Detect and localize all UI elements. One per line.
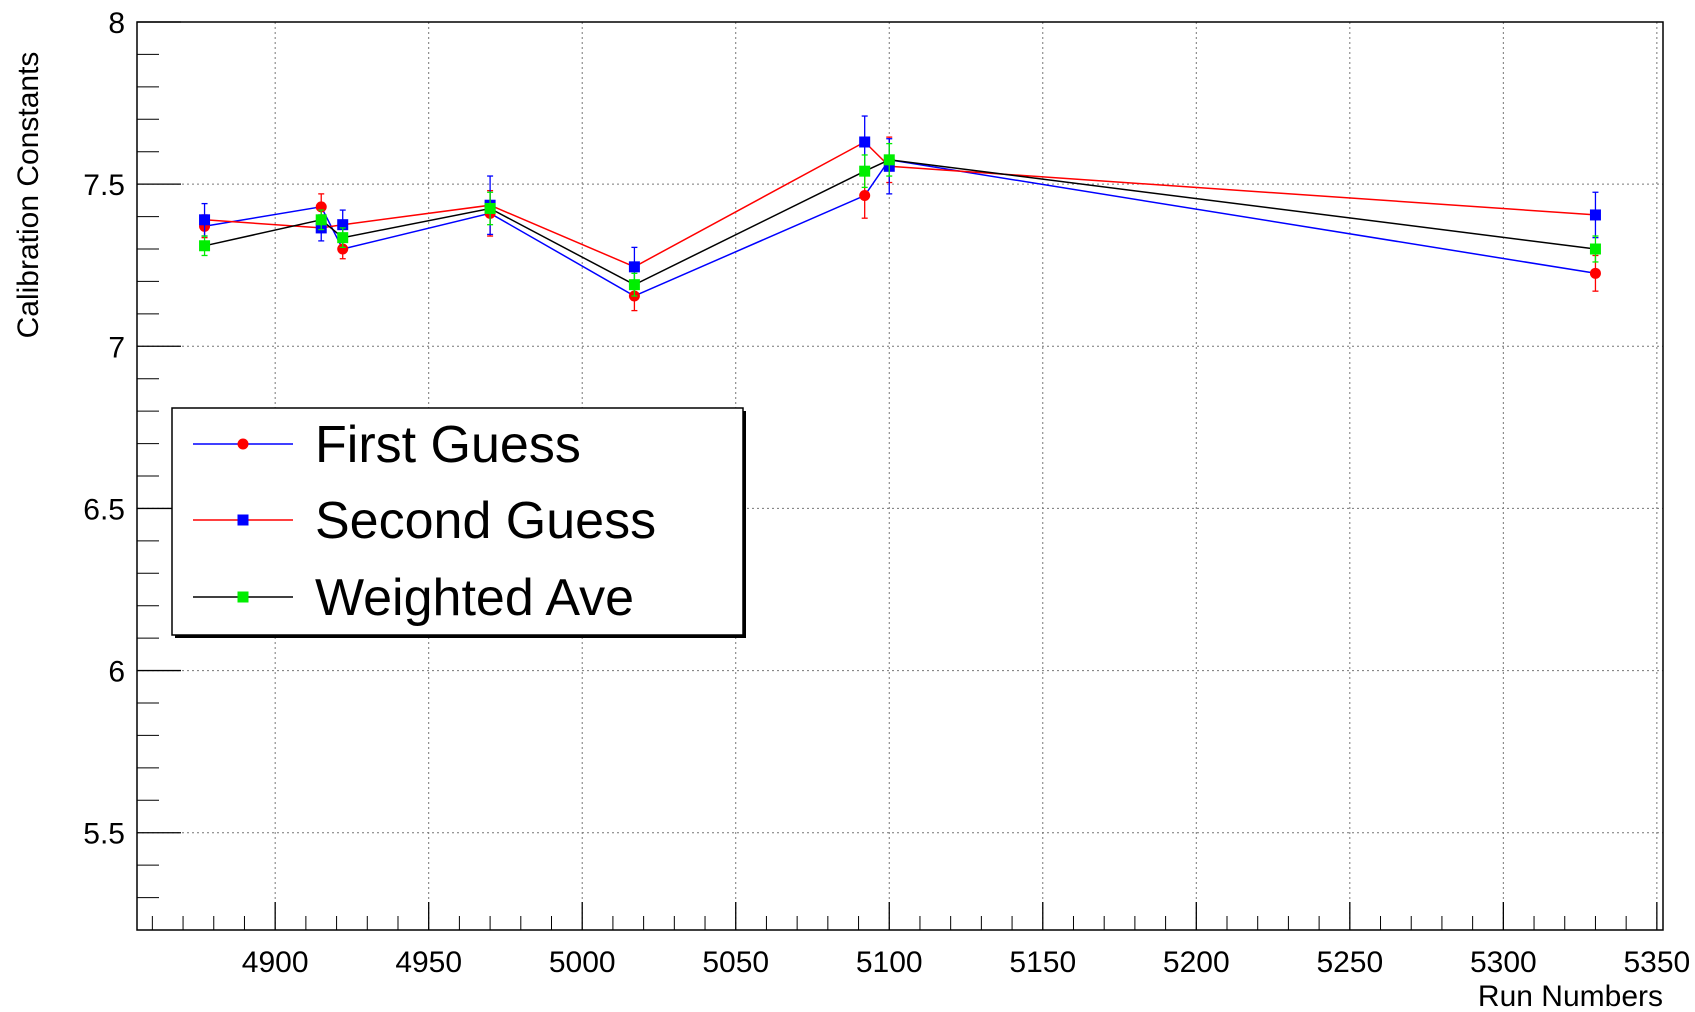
y-tick-label: 6.5 [83, 493, 125, 526]
x-tick-label: 5350 [1623, 946, 1690, 979]
x-tick-label: 5050 [702, 946, 769, 979]
data-point [859, 136, 871, 148]
data-point [883, 154, 895, 166]
data-point [199, 240, 211, 252]
x-axis-title: Run Numbers [1478, 980, 1663, 1012]
x-tick-label: 5200 [1163, 946, 1230, 979]
y-tick-label: 7 [108, 331, 125, 364]
x-tick-label: 5000 [549, 946, 616, 979]
legend: First Guess Second Guess Weighted Ave [171, 407, 746, 638]
series-weighted-ave [199, 142, 1601, 297]
data-point [315, 214, 327, 226]
series-layer [199, 115, 1601, 312]
x-tick-label: 4900 [242, 946, 309, 979]
data-point [337, 232, 349, 244]
y-tick-label: 7.5 [83, 169, 125, 202]
x-tick-label: 5300 [1470, 946, 1537, 979]
y-tick-labels: 5.5 6 6.5 7 7.5 8 [83, 7, 125, 851]
data-point [628, 261, 640, 273]
legend-marker-second-guess [237, 514, 249, 526]
data-point [337, 219, 349, 231]
data-point [628, 279, 640, 291]
data-point [1589, 267, 1601, 279]
grid [137, 22, 1663, 930]
axis-ticks [137, 21, 1658, 930]
legend-label-first-guess: First Guess [315, 416, 581, 474]
data-point [1589, 209, 1601, 221]
legend-marker-weighted-ave [237, 591, 249, 603]
x-tick-labels: 4900 4950 5000 5050 5100 5150 5200 5250 5300 5350 [242, 946, 1690, 979]
data-point [484, 202, 496, 214]
x-tick-label: 4950 [395, 946, 462, 979]
data-point [199, 214, 211, 226]
y-axis-title: Calibration Constants [12, 52, 45, 339]
data-point [859, 165, 871, 177]
x-tick-label: 5250 [1316, 946, 1383, 979]
x-tick-label: 5150 [1009, 946, 1076, 979]
y-tick-label: 8 [108, 7, 125, 40]
data-point [859, 189, 871, 201]
data-point [1589, 243, 1601, 255]
y-tick-label: 5.5 [83, 818, 125, 851]
legend-label-weighted-ave: Weighted Ave [315, 569, 634, 627]
data-point [337, 243, 349, 255]
y-tick-label: 6 [108, 656, 125, 689]
legend-label-second-guess: Second Guess [315, 492, 656, 550]
legend-marker-first-guess [237, 438, 249, 450]
x-tick-label: 5100 [856, 946, 923, 979]
